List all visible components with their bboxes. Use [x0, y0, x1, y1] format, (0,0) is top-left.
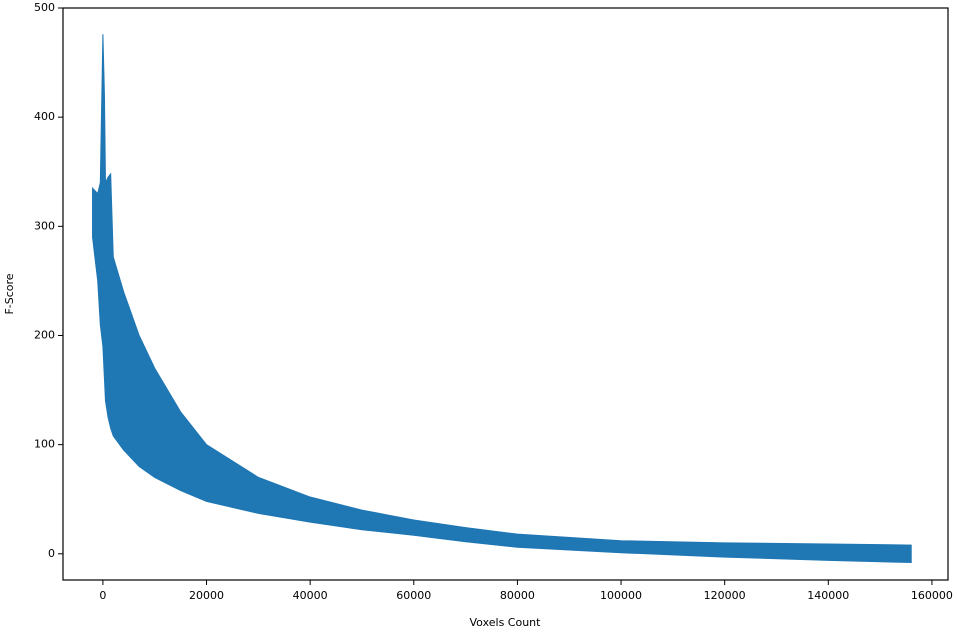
y-tick-label: 200 — [34, 328, 55, 341]
x-tick-label: 0 — [99, 589, 106, 602]
x-tick-label: 140000 — [807, 589, 849, 602]
y-tick-label: 0 — [48, 547, 55, 560]
plot-frame — [62, 7, 949, 581]
y-tick-label: 500 — [34, 1, 55, 14]
x-tick-label: 80000 — [500, 589, 535, 602]
y-tick-label: 300 — [34, 219, 55, 232]
x-tick-label: 120000 — [704, 589, 746, 602]
x-tick-label: 160000 — [911, 589, 953, 602]
x-tick-label: 40000 — [293, 589, 328, 602]
x-axis-label: Voxels Count — [470, 616, 542, 629]
band-area — [92, 34, 912, 564]
y-tick-label: 400 — [34, 110, 55, 123]
x-tick-label: 20000 — [189, 589, 224, 602]
y-tick-label: 100 — [34, 438, 55, 451]
y-axis-label: F-Score — [3, 273, 16, 314]
x-tick-label: 100000 — [600, 589, 642, 602]
x-tick-label: 60000 — [396, 589, 431, 602]
